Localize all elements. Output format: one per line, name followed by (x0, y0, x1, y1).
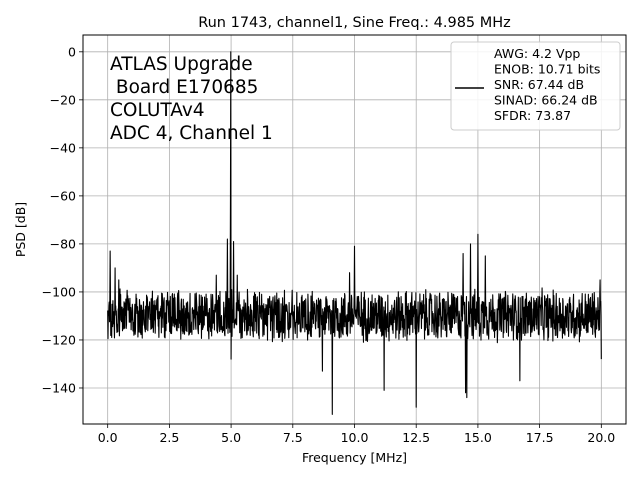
y-tick-label: −40 (50, 140, 76, 155)
legend-entry: SINAD: 66.24 dB (494, 93, 598, 108)
x-axis-label: Frequency [MHz] (302, 450, 407, 465)
x-tick-label: 20.0 (587, 430, 615, 445)
legend-entry: AWG: 4.2 Vpp (494, 46, 580, 61)
legend-entry: SNR: 67.44 dB (494, 77, 584, 92)
y-tick-label: −80 (50, 236, 76, 251)
y-tick-label: 0 (68, 44, 76, 59)
annotation-line: ATLAS Upgrade (110, 54, 253, 75)
y-tick-label: −100 (42, 284, 76, 299)
annotation-line: COLUTAv4 (110, 100, 205, 121)
x-tick-label: 17.5 (526, 430, 554, 445)
x-tick-label: 0.0 (98, 430, 118, 445)
legend-entry: SFDR: 73.87 (494, 108, 571, 123)
annotation-line: Board E170685 (110, 77, 258, 98)
y-tick-label: −120 (42, 332, 76, 347)
grid (83, 35, 626, 424)
psd-trace-group (107, 51, 602, 415)
y-axis: 0 −20 −40 −60 −80 −100 −120 −140 (42, 44, 83, 395)
y-tick-label: −140 (42, 380, 76, 395)
legend-entry: ENOB: 10.71 bits (494, 62, 600, 77)
legend-box (450, 41, 621, 131)
x-tick-label: 5.0 (221, 430, 241, 445)
chart-title: Run 1743, channel1, Sine Freq.: 4.985 MH… (198, 15, 511, 31)
y-axis-label: PSD [dB] (13, 202, 28, 257)
x-tick-label: 15.0 (464, 430, 492, 445)
x-tick-label: 10.0 (341, 430, 369, 445)
y-tick-label: −20 (50, 92, 76, 107)
psd-trace (107, 51, 602, 415)
x-tick-label: 12.5 (402, 430, 430, 445)
x-tick-label: 7.5 (283, 430, 303, 445)
annotation-line: ADC 4, Channel 1 (110, 123, 273, 144)
y-tick-label: −60 (50, 188, 76, 203)
x-tick-label: 2.5 (159, 430, 179, 445)
x-axis: 0.0 2.5 5.0 7.5 10.0 12.5 15.0 17.5 20.0 (98, 424, 615, 445)
